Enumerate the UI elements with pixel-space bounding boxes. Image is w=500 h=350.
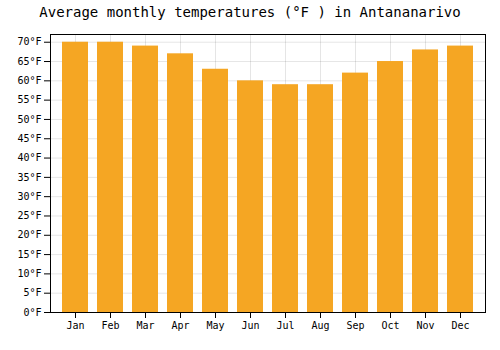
svg-text:10°F: 10°F [17,268,41,279]
svg-text:Nov: Nov [416,320,434,331]
svg-text:Oct: Oct [381,320,399,331]
svg-text:Apr: Apr [171,320,189,331]
svg-text:40°F: 40°F [17,152,41,163]
svg-text:Feb: Feb [101,320,119,331]
svg-text:50°F: 50°F [17,114,41,125]
svg-text:45°F: 45°F [17,133,41,144]
svg-text:Mar: Mar [136,320,154,331]
svg-text:25°F: 25°F [17,210,41,221]
svg-text:35°F: 35°F [17,172,41,183]
svg-text:Jan: Jan [66,320,84,331]
svg-text:Aug: Aug [311,320,329,331]
svg-text:Sep: Sep [346,320,364,331]
svg-text:Dec: Dec [451,320,469,331]
svg-text:65°F: 65°F [17,56,41,67]
svg-text:60°F: 60°F [17,75,41,86]
svg-text:15°F: 15°F [17,249,41,260]
svg-text:May: May [206,320,224,331]
svg-text:30°F: 30°F [17,191,41,202]
svg-text:0°F: 0°F [23,307,41,318]
svg-text:Jun: Jun [241,320,259,331]
html-text:Average monthly temperatures (: Average monthly temperatures (°F ) in An… [39,4,461,20]
svg-text:20°F: 20°F [17,229,41,240]
svg-text:70°F: 70°F [17,36,41,47]
svg-text:5°F: 5°F [23,287,41,298]
svg-text:55°F: 55°F [17,94,41,105]
svg-text:Jul: Jul [276,320,294,331]
